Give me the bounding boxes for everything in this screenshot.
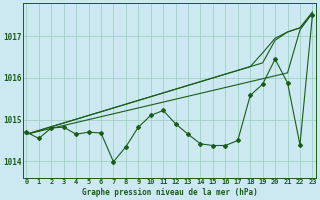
X-axis label: Graphe pression niveau de la mer (hPa): Graphe pression niveau de la mer (hPa) [82, 188, 257, 197]
